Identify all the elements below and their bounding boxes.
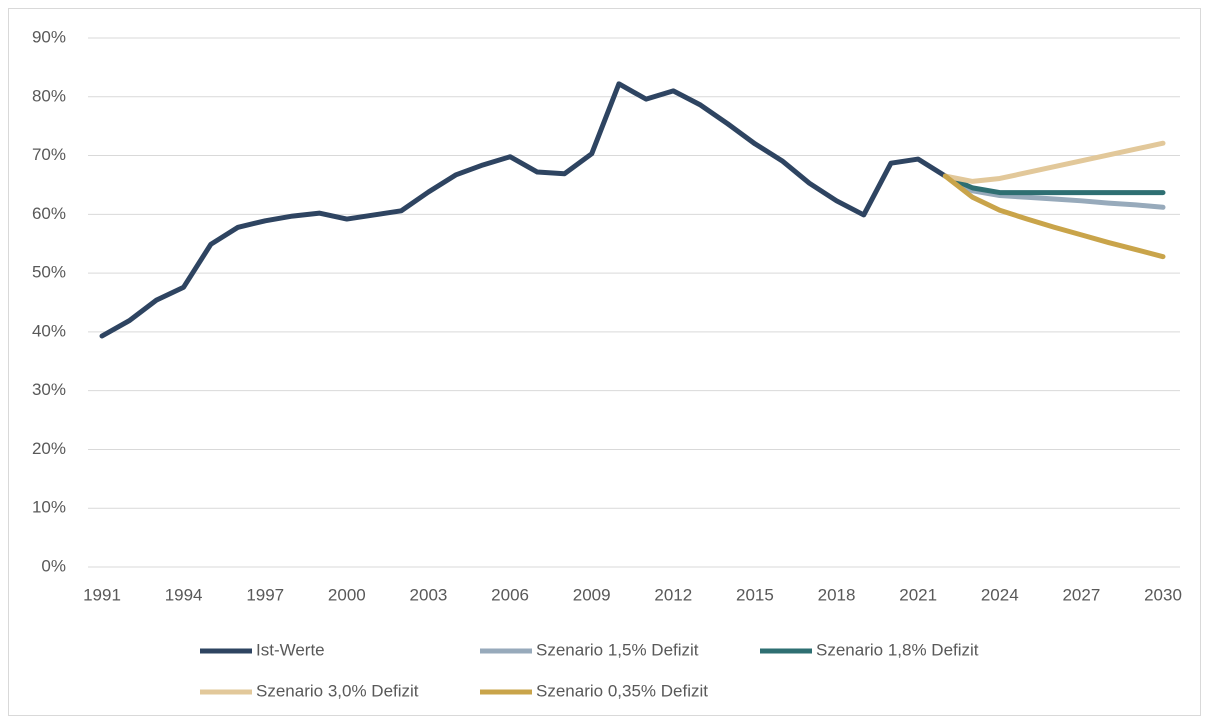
x-tick-label: 1997 <box>246 585 284 604</box>
x-tick-label: 2009 <box>573 585 611 604</box>
x-tick-label: 2006 <box>491 585 529 604</box>
legend-label: Szenario 0,35% Defizit <box>536 681 708 700</box>
series-line <box>942 173 1166 210</box>
x-tick-label: 2018 <box>818 585 856 604</box>
y-tick-label: 60% <box>32 204 66 223</box>
x-tick-label: 2027 <box>1062 585 1100 604</box>
x-tick-label: 1991 <box>83 585 121 604</box>
x-tick-label: 2000 <box>328 585 366 604</box>
y-tick-label: 40% <box>32 321 66 340</box>
y-tick-label: 70% <box>32 145 66 164</box>
x-tick-label: 2021 <box>899 585 937 604</box>
legend-label: Ist-Werte <box>256 640 325 659</box>
y-tick-label: 90% <box>32 27 66 46</box>
x-tick-label: 2012 <box>654 585 692 604</box>
x-tick-label: 2030 <box>1144 585 1182 604</box>
y-tick-label: 10% <box>32 498 66 517</box>
y-tick-label: 0% <box>41 556 66 575</box>
legend-label: Szenario 1,8% Defizit <box>816 640 979 659</box>
y-tick-label: 50% <box>32 263 66 282</box>
x-tick-label: 2015 <box>736 585 774 604</box>
y-tick-label: 80% <box>32 86 66 105</box>
series-line <box>942 173 1166 260</box>
series-line <box>99 81 948 339</box>
legend-label: Szenario 3,0% Defizit <box>256 681 419 700</box>
x-tick-label: 2024 <box>981 585 1019 604</box>
x-tick-label: 1994 <box>165 585 203 604</box>
legend-label: Szenario 1,5% Defizit <box>536 640 699 659</box>
y-tick-label: 20% <box>32 439 66 458</box>
x-tick-label: 2003 <box>410 585 448 604</box>
series-line <box>942 140 1166 184</box>
series-line <box>942 173 1166 196</box>
y-tick-label: 30% <box>32 380 66 399</box>
